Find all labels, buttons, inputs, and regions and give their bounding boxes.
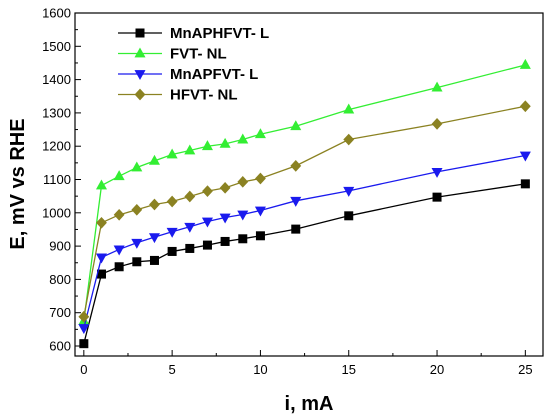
legend-label: FVT- NL (170, 46, 227, 63)
data-point (131, 238, 143, 249)
data-point (431, 118, 443, 130)
x-tick-label: 20 (430, 362, 444, 377)
y-axis-ticks: 600 700 800 900 1000 1100 1200 1300 1400 1500 1600 (42, 6, 81, 354)
legend-label: MnAPFVT- L (170, 66, 258, 83)
data-point (290, 160, 302, 172)
data-point (343, 103, 355, 114)
data-point (131, 203, 143, 216)
x-tick-label: 15 (342, 362, 356, 377)
series-4 (78, 100, 531, 323)
series-line (83, 154, 526, 329)
data-point (113, 170, 125, 181)
series-line (83, 64, 526, 322)
legend-marker (135, 28, 145, 38)
data-point (148, 154, 160, 165)
data-point (184, 144, 196, 155)
legend: MnAPHFVT- L FVT- NL MnAPFVT- L HFVT- NL (118, 25, 269, 104)
data-point (290, 196, 302, 207)
legend-marker (134, 47, 146, 58)
data-point (343, 186, 355, 197)
data-point (113, 245, 125, 256)
data-point (113, 208, 125, 221)
y-tick-label: 1400 (42, 72, 71, 87)
data-point (519, 58, 531, 69)
data-point (78, 324, 90, 335)
data-point (237, 133, 249, 144)
data-point (343, 133, 355, 146)
data-point (202, 240, 212, 250)
data-point (254, 206, 266, 217)
y-tick-label: 1100 (43, 172, 71, 187)
series-1 (79, 179, 530, 349)
data-point (520, 179, 530, 189)
y-tick-label: 800 (49, 272, 71, 287)
y-axis-title: E, mV vs RHE (7, 118, 29, 249)
legend-marker (134, 70, 146, 81)
data-point (131, 161, 143, 172)
y-tick-label: 1600 (42, 6, 71, 21)
x-tick-label: 0 (80, 362, 87, 377)
y-tick-label: 1500 (42, 39, 71, 54)
data-point (519, 151, 531, 162)
data-point (184, 190, 196, 203)
data-point (291, 224, 301, 234)
legend-marker (134, 88, 146, 101)
data-point (431, 167, 443, 178)
legend-label: MnAPHFVT- L (170, 25, 269, 42)
series-layer (78, 58, 531, 349)
x-tick-label: 5 (169, 362, 176, 377)
y-tick-label: 600 (49, 339, 71, 354)
data-point (149, 198, 160, 211)
data-point (132, 257, 142, 267)
data-point (255, 172, 266, 185)
data-point (219, 181, 231, 194)
data-point (219, 213, 231, 224)
data-point (201, 140, 213, 151)
x-tick-label: 25 (518, 362, 532, 377)
data-point (344, 211, 354, 221)
x-axis-title: i, mA (285, 393, 334, 415)
data-point (237, 210, 249, 221)
x-axis-ticks: 0 5 10 15 20 25 (80, 350, 533, 377)
data-point (166, 195, 178, 208)
data-point (167, 246, 177, 256)
data-point (95, 253, 108, 264)
data-point (290, 120, 302, 131)
data-point (95, 179, 108, 190)
series-2 (78, 58, 531, 325)
data-point (254, 128, 266, 139)
data-point (237, 175, 249, 188)
y-tick-label: 1000 (42, 205, 71, 220)
data-point (238, 234, 248, 244)
data-point (432, 192, 442, 202)
y-tick-label: 1200 (42, 139, 71, 154)
series-line (83, 105, 526, 317)
data-point (149, 255, 159, 265)
data-point (184, 222, 196, 233)
plot-frame (74, 12, 544, 357)
y-tick-label: 700 (49, 305, 71, 320)
data-point (431, 81, 443, 92)
x-tick-label: 10 (253, 362, 267, 377)
data-point (166, 227, 178, 238)
data-point (166, 148, 178, 159)
data-point (79, 339, 89, 349)
series-3 (78, 151, 531, 335)
data-point (220, 236, 230, 246)
data-point (519, 100, 531, 113)
data-point (219, 137, 231, 148)
y-tick-label: 1300 (42, 105, 71, 120)
y-tick-label: 900 (49, 239, 71, 254)
data-point (78, 310, 90, 323)
data-point (202, 185, 213, 198)
legend-label: HFVT- NL (170, 87, 238, 104)
data-point (201, 217, 213, 228)
data-point (148, 233, 160, 244)
data-point (96, 216, 107, 229)
data-point (255, 231, 265, 241)
data-point (114, 262, 124, 272)
data-point (185, 243, 195, 253)
